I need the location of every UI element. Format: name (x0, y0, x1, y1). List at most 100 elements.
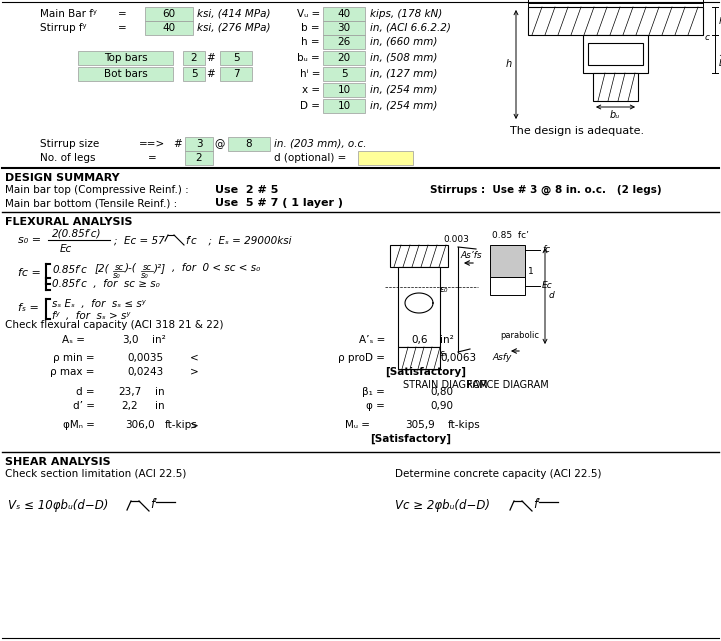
Bar (490, 277, 525, 295)
Text: ;  Eₛ = 29000ksi: ; Eₛ = 29000ksi (202, 236, 291, 246)
Bar (78, 51, 173, 65)
Bar (323, 35, 365, 49)
Text: d: d (549, 292, 554, 301)
Text: fᴄ: fᴄ (542, 246, 550, 254)
Text: 7: 7 (233, 69, 239, 79)
Text: Asfy: Asfy (492, 353, 511, 362)
Text: Use  5 # 7 ( 1 layer ): Use 5 # 7 ( 1 layer ) (215, 198, 343, 208)
Text: c: c (705, 33, 710, 42)
Text: [2(: [2( (95, 263, 110, 273)
Text: 0,80: 0,80 (430, 387, 453, 397)
Text: in, (254 mm): in, (254 mm) (370, 85, 438, 95)
Text: hⁱ: hⁱ (719, 17, 721, 26)
Text: Check section limitation (ACI 22.5): Check section limitation (ACI 22.5) (5, 469, 186, 479)
Bar (390, 245, 448, 267)
Text: 0.85f′ᴄ: 0.85f′ᴄ (52, 265, 87, 275)
Text: ft-kips: ft-kips (448, 420, 481, 430)
Bar (358, 151, 413, 165)
Bar (398, 267, 440, 347)
Text: 10: 10 (337, 85, 350, 95)
Text: SHEAR ANALYSIS: SHEAR ANALYSIS (5, 457, 110, 467)
Text: @: @ (215, 139, 225, 149)
Text: )²]: )²] (154, 263, 166, 273)
Text: 0.003: 0.003 (443, 235, 469, 244)
Bar (528, 7, 703, 35)
Text: in, (ACI 6.6.2.2): in, (ACI 6.6.2.2) (370, 23, 451, 33)
Bar (183, 51, 205, 65)
Text: s₀: s₀ (141, 271, 149, 279)
Text: in²: in² (152, 335, 166, 345)
Bar (323, 83, 365, 97)
Text: x: x (719, 49, 721, 58)
Text: 5: 5 (233, 53, 239, 63)
Text: s₀: s₀ (113, 271, 120, 279)
Text: in. (203 mm), o.c.: in. (203 mm), o.c. (274, 139, 366, 149)
Text: bᵤ: bᵤ (610, 110, 620, 120)
Text: 8: 8 (246, 139, 252, 149)
Text: 20: 20 (337, 53, 350, 63)
Text: Main Bar fʸ: Main Bar fʸ (40, 9, 97, 19)
Text: Vᵤ =: Vᵤ = (297, 9, 320, 19)
Text: h: h (506, 59, 512, 69)
Text: D: D (719, 59, 721, 68)
Text: )-(: )-( (125, 263, 137, 273)
Text: bᵤ =: bᵤ = (297, 53, 320, 63)
Text: Use  2 # 5: Use 2 # 5 (215, 185, 278, 195)
Text: As’fs: As’fs (460, 251, 482, 260)
Text: A’ₛ =: A’ₛ = (358, 335, 385, 345)
Text: sᴄ: sᴄ (143, 263, 152, 272)
Text: Eᴄ: Eᴄ (542, 281, 553, 290)
Bar (323, 7, 365, 21)
Text: in, (127 mm): in, (127 mm) (370, 69, 438, 79)
Bar (145, 7, 193, 21)
Bar (323, 51, 365, 65)
Text: 10: 10 (337, 101, 350, 111)
Text: fᴄ =: fᴄ = (18, 268, 41, 278)
Text: h =: h = (301, 37, 320, 47)
Text: ==>: ==> (139, 139, 165, 149)
Text: 305,9: 305,9 (405, 420, 435, 430)
Text: 2,2: 2,2 (122, 401, 138, 411)
Text: STRAIN DIAGRAM: STRAIN DIAGRAM (403, 380, 487, 390)
Text: 0.85  fᴄ’: 0.85 fᴄ’ (492, 231, 529, 240)
Text: 40: 40 (162, 23, 175, 33)
Text: in, (660 mm): in, (660 mm) (370, 37, 438, 47)
Bar (78, 67, 173, 81)
Text: 1: 1 (528, 267, 534, 276)
Text: The design is adequate.: The design is adequate. (510, 126, 644, 136)
Bar (185, 151, 213, 165)
Text: ρ proD =: ρ proD = (338, 353, 385, 363)
Text: ρ min =: ρ min = (53, 353, 95, 363)
Text: 0,0035: 0,0035 (127, 353, 163, 363)
Text: ft-kips: ft-kips (165, 420, 198, 430)
Bar (588, 43, 643, 65)
Bar (145, 21, 193, 35)
Text: 40: 40 (337, 9, 350, 19)
Text: ,  for  0 < sᴄ < s₀: , for 0 < sᴄ < s₀ (172, 263, 260, 273)
Text: No. of legs: No. of legs (40, 153, 95, 163)
Bar (220, 51, 252, 65)
Text: in: in (155, 401, 164, 411)
Text: sₛ Eₛ  ,  for  sₛ ≤ sʸ: sₛ Eₛ , for sₛ ≤ sʸ (52, 299, 146, 309)
Text: #: # (207, 53, 216, 63)
Text: Vₛ ≤ 10φbᵤ(d−D): Vₛ ≤ 10φbᵤ(d−D) (8, 499, 108, 512)
Text: εₛ: εₛ (440, 349, 448, 358)
Bar (220, 67, 252, 81)
Bar (323, 21, 365, 35)
Text: Stirrups :  Use # 3 @ 8 in. o.c.   (2 legs): Stirrups : Use # 3 @ 8 in. o.c. (2 legs) (430, 185, 662, 195)
Text: sᴄ: sᴄ (115, 263, 124, 272)
Bar (593, 73, 638, 101)
Text: 3,0: 3,0 (122, 335, 138, 345)
Bar (323, 67, 365, 81)
Text: Mᵤ =: Mᵤ = (345, 420, 370, 430)
Text: 2: 2 (190, 53, 198, 63)
Text: 0,90: 0,90 (430, 401, 453, 411)
Text: Eᴄ: Eᴄ (60, 244, 72, 254)
Text: >: > (190, 420, 198, 430)
Bar (183, 67, 205, 81)
Text: Bot bars: Bot bars (104, 69, 148, 79)
Text: >: > (190, 367, 198, 377)
Text: f′ᴄ: f′ᴄ (185, 236, 197, 246)
Text: ksi, (414 MPa): ksi, (414 MPa) (197, 9, 270, 19)
Text: 2: 2 (195, 153, 203, 163)
